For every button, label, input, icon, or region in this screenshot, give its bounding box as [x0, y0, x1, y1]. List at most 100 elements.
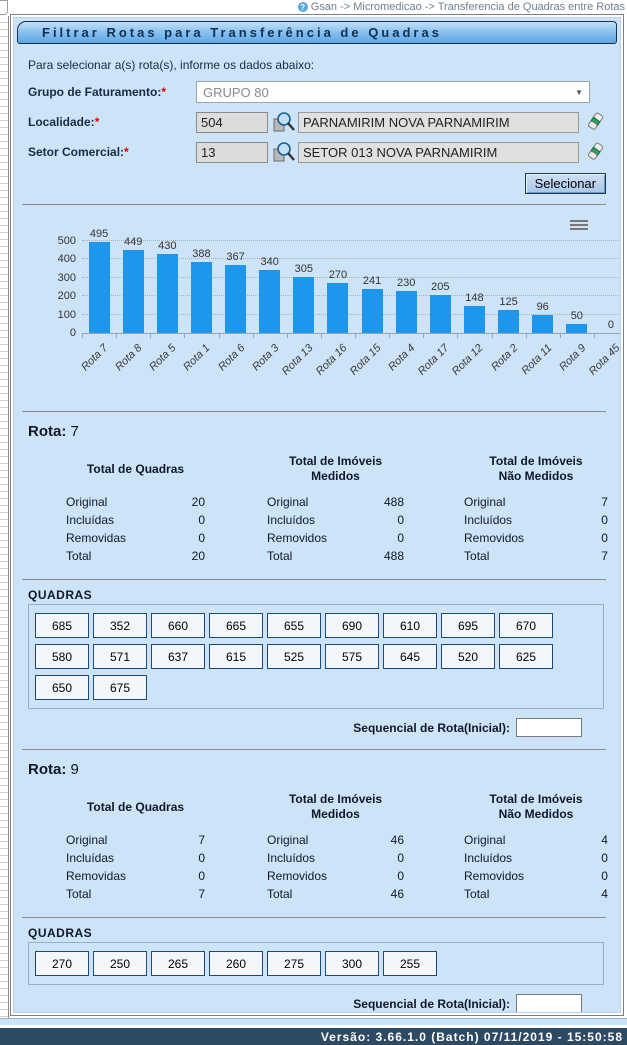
stat-row: Removidos 0 [464, 529, 608, 547]
divider [22, 749, 606, 750]
stat-value: 46 [390, 833, 405, 847]
quadras-label: QUADRAS [28, 588, 93, 602]
stat-row: Incluídas 0 [66, 849, 205, 867]
quadra-button[interactable]: 575 [325, 644, 379, 669]
sequencial-rota-input[interactable] [516, 718, 582, 737]
chart-data-label: 50 [570, 310, 583, 322]
help-icon[interactable]: ? [297, 2, 308, 12]
quadra-button[interactable]: 670 [499, 613, 553, 638]
selecionar-button[interactable]: Selecionar [524, 173, 606, 194]
quadra-button[interactable]: 637 [151, 644, 205, 669]
search-icon[interactable] [272, 141, 296, 163]
stat-value: 7 [601, 495, 608, 509]
stat-value: 488 [383, 549, 405, 563]
quadra-button[interactable]: 655 [267, 613, 321, 638]
localidade-code-input[interactable] [196, 111, 268, 133]
quadra-button[interactable]: 580 [35, 644, 89, 669]
stat-label: Total [66, 887, 92, 901]
y-axis-tick-label: 0 [69, 327, 76, 339]
chart-bar [395, 291, 417, 333]
search-icon[interactable] [272, 111, 296, 133]
eraser-icon[interactable] [585, 111, 605, 133]
stat-label: Original [66, 495, 108, 509]
stat-row: Total 7 [464, 547, 608, 565]
stat-row: Incluídas 0 [66, 511, 205, 529]
quadra-button[interactable]: 650 [35, 675, 89, 700]
chart-bar [566, 324, 588, 333]
left-menu-edge-cap [0, 0, 8, 15]
quadra-button[interactable]: 265 [151, 951, 205, 976]
quadra-button[interactable]: 525 [267, 644, 321, 669]
version-text: Versão: 3.66.1.0 (Batch) 07/11/2019 - 15… [320, 1029, 623, 1044]
chart-bar [361, 289, 383, 333]
chart-data-label: 367 [226, 251, 245, 263]
stat-label: Original [464, 495, 506, 509]
setor-comercial-label: Setor Comercial:* [28, 145, 129, 159]
quadra-button[interactable]: 255 [383, 951, 437, 976]
stat-row: Total 20 [66, 547, 205, 565]
divider [22, 204, 606, 205]
stat-value: 488 [383, 495, 405, 509]
quadras-grid: 685 352 660 665 655 690 610 695 670 580 571 637 615 5… [28, 604, 604, 709]
localidade-label: Localidade:* [28, 115, 100, 129]
quadra-button[interactable]: 270 [35, 951, 89, 976]
stat-value: 0 [198, 513, 205, 527]
quadra-button[interactable]: 665 [209, 613, 263, 638]
stat-value: 0 [397, 869, 405, 883]
stat-label: Original [464, 833, 506, 847]
stat-row: Incluídos 0 [267, 511, 404, 529]
quadra-button[interactable]: 275 [267, 951, 321, 976]
chart-bar [88, 242, 110, 333]
localidade-name-field [298, 111, 579, 133]
chart-bar [463, 306, 485, 333]
eraser-icon[interactable] [585, 141, 605, 163]
chart-data-label: 305 [294, 263, 313, 275]
stat-row: Original 20 [66, 493, 205, 511]
breadcrumb[interactable]: ? Gsan -> Micromedicao -> Transferencia … [0, 0, 625, 14]
stat-value: 0 [397, 513, 405, 527]
quadra-button[interactable]: 645 [383, 644, 437, 669]
quadra-button[interactable]: 300 [325, 951, 379, 976]
stat-label: Incluídos [267, 851, 316, 865]
quadra-button[interactable]: 260 [209, 951, 263, 976]
stat-label: Removidas [66, 869, 127, 883]
quadra-button[interactable]: 695 [441, 613, 495, 638]
quadra-button[interactable]: 352 [93, 613, 147, 638]
y-axis-tick-label: 300 [57, 271, 76, 284]
required-asterisk: * [161, 85, 167, 99]
grupo-faturamento-select[interactable]: GRUPO 80 ▼ [196, 81, 590, 103]
chart-data-label: 340 [260, 256, 279, 268]
chart-context-menu-icon[interactable] [570, 220, 588, 232]
sequencial-rota-input[interactable] [516, 994, 582, 1012]
quadra-button[interactable]: 675 [93, 675, 147, 700]
quadra-button[interactable]: 615 [209, 644, 263, 669]
chevron-down-icon: ▼ [575, 87, 583, 97]
quadra-button[interactable]: 610 [383, 613, 437, 638]
stat-value: 0 [198, 531, 205, 545]
stat-label: Total [464, 549, 490, 563]
setor-code-input[interactable] [196, 141, 268, 163]
quadra-button[interactable]: 685 [35, 613, 89, 638]
chart-data-label: 125 [499, 296, 518, 308]
stat-value: 7 [198, 833, 205, 847]
stat-column-header: Total de Quadras [86, 461, 185, 476]
routes-bar-chart: 0 100 200 300 400 500 495 449 430 388 367 340 305 27… [20, 209, 620, 411]
quadra-button[interactable]: 625 [499, 644, 553, 669]
stat-label: Incluídos [464, 513, 513, 527]
stat-row: Original 46 [267, 831, 404, 849]
page-title: Filtrar Rotas para Transferência de Quad… [17, 21, 617, 44]
stat-label: Original [267, 833, 309, 847]
stat-row: Incluídos 0 [464, 511, 608, 529]
stat-row: Total 488 [267, 547, 404, 565]
stat-value: 4 [601, 887, 608, 901]
quadra-button[interactable]: 690 [325, 613, 379, 638]
chart-data-label: 270 [328, 269, 348, 281]
quadra-button[interactable]: 571 [93, 644, 147, 669]
stat-value: 4 [601, 833, 608, 847]
quadra-button[interactable]: 660 [151, 613, 205, 638]
quadra-button[interactable]: 520 [441, 644, 495, 669]
quadra-button[interactable]: 250 [93, 951, 147, 976]
quadras-grid: 270 250 265 260 275 300 255 [28, 942, 604, 985]
stat-row: Removidas 0 [66, 867, 205, 885]
chart-bar [532, 315, 554, 333]
